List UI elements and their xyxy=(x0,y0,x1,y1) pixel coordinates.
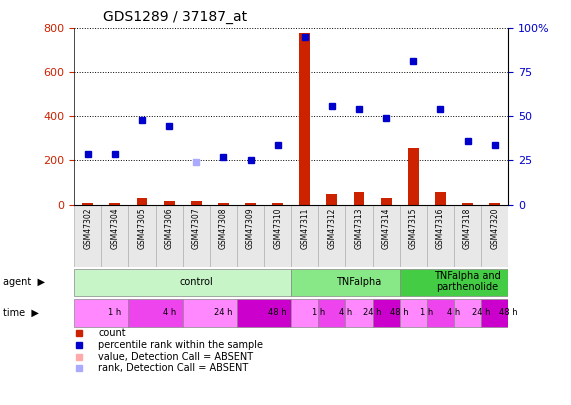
Text: GSM47309: GSM47309 xyxy=(246,208,255,249)
Text: GSM47311: GSM47311 xyxy=(300,208,309,249)
Bar xyxy=(345,205,372,267)
Text: GSM47302: GSM47302 xyxy=(83,208,93,249)
Bar xyxy=(454,299,481,326)
Bar xyxy=(372,299,400,326)
Bar xyxy=(210,205,237,267)
Text: 48 h: 48 h xyxy=(391,308,409,317)
Text: 1 h: 1 h xyxy=(420,308,433,317)
Text: percentile rank within the sample: percentile rank within the sample xyxy=(98,340,263,350)
Text: TNFalpha and
parthenolide: TNFalpha and parthenolide xyxy=(434,271,501,292)
Bar xyxy=(183,205,210,267)
Text: 4 h: 4 h xyxy=(339,308,352,317)
Text: GSM47316: GSM47316 xyxy=(436,208,445,249)
Bar xyxy=(489,203,500,205)
Bar xyxy=(245,203,256,205)
Text: count: count xyxy=(98,328,126,339)
Text: 4 h: 4 h xyxy=(447,308,461,317)
Bar xyxy=(218,203,229,205)
Bar xyxy=(74,299,128,326)
Bar xyxy=(74,205,102,267)
Bar xyxy=(136,198,147,205)
Bar xyxy=(82,203,93,205)
Text: GSM47308: GSM47308 xyxy=(219,208,228,249)
Text: TNFalpha: TNFalpha xyxy=(336,277,381,287)
Bar xyxy=(183,299,237,326)
Text: GSM47314: GSM47314 xyxy=(381,208,391,249)
Bar xyxy=(408,148,419,205)
Bar xyxy=(400,299,427,326)
Text: 48 h: 48 h xyxy=(268,308,287,317)
Bar xyxy=(319,299,345,326)
Text: GSM47312: GSM47312 xyxy=(327,208,336,249)
Bar xyxy=(191,200,202,205)
Bar xyxy=(400,269,508,296)
Text: 24 h: 24 h xyxy=(472,308,490,317)
Bar xyxy=(427,299,454,326)
Bar xyxy=(319,205,345,267)
Bar xyxy=(299,33,310,205)
Bar xyxy=(291,205,319,267)
Bar xyxy=(74,269,291,296)
Bar xyxy=(237,299,291,326)
Text: GSM47307: GSM47307 xyxy=(192,208,201,249)
Text: time  ▶: time ▶ xyxy=(3,308,39,318)
Text: value, Detection Call = ABSENT: value, Detection Call = ABSENT xyxy=(98,352,253,362)
Bar xyxy=(327,194,337,205)
Text: GSM47320: GSM47320 xyxy=(490,208,499,249)
Bar xyxy=(264,205,291,267)
Bar xyxy=(372,205,400,267)
Text: GSM47306: GSM47306 xyxy=(164,208,174,249)
Bar xyxy=(481,205,508,267)
Bar xyxy=(128,205,155,267)
Text: 24 h: 24 h xyxy=(214,308,232,317)
Text: rank, Detection Call = ABSENT: rank, Detection Call = ABSENT xyxy=(98,363,248,373)
Text: GSM47318: GSM47318 xyxy=(463,208,472,249)
Bar xyxy=(400,205,427,267)
Bar xyxy=(481,299,508,326)
Text: GDS1289 / 37187_at: GDS1289 / 37187_at xyxy=(103,10,247,24)
Text: 4 h: 4 h xyxy=(163,308,176,317)
Bar xyxy=(128,299,183,326)
Bar xyxy=(237,205,264,267)
Text: GSM47315: GSM47315 xyxy=(409,208,418,249)
Bar xyxy=(291,269,400,296)
Bar xyxy=(155,205,183,267)
Text: 48 h: 48 h xyxy=(499,308,517,317)
Bar xyxy=(345,299,372,326)
Text: agent  ▶: agent ▶ xyxy=(3,277,45,288)
Bar xyxy=(381,198,392,205)
Bar xyxy=(427,205,454,267)
Text: 24 h: 24 h xyxy=(363,308,382,317)
Bar xyxy=(110,203,120,205)
Text: 1 h: 1 h xyxy=(312,308,325,317)
Text: GSM47310: GSM47310 xyxy=(273,208,282,249)
Text: control: control xyxy=(179,277,213,287)
Bar xyxy=(272,203,283,205)
Bar xyxy=(454,205,481,267)
Bar xyxy=(291,299,319,326)
Bar xyxy=(102,205,128,267)
Text: GSM47305: GSM47305 xyxy=(138,208,147,249)
Bar xyxy=(435,192,446,205)
Bar xyxy=(164,200,175,205)
Bar xyxy=(353,192,364,205)
Text: GSM47313: GSM47313 xyxy=(355,208,364,249)
Bar xyxy=(462,203,473,205)
Text: 1 h: 1 h xyxy=(108,308,122,317)
Text: GSM47304: GSM47304 xyxy=(110,208,119,249)
